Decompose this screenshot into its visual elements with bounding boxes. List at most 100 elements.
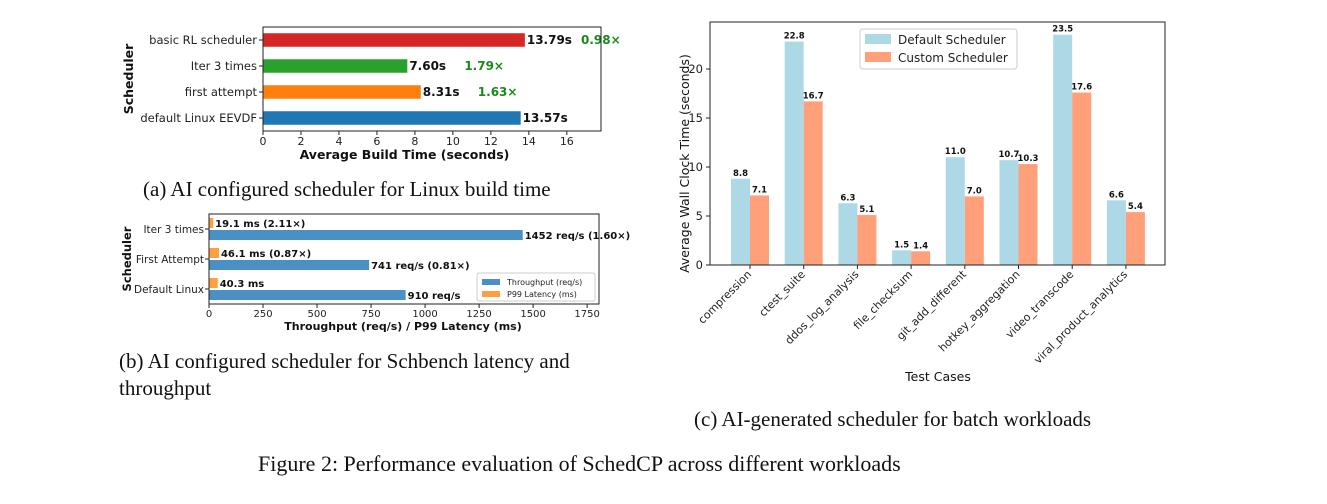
value-label-b-latency-1: 46.1 ms (0.87×) (221, 249, 311, 260)
value-label-c-default-3: 1.5 (894, 240, 909, 250)
legend-b-swatch-0 (482, 279, 500, 285)
value-label-c-default-6: 23.5 (1052, 25, 1073, 35)
value-label-b-throughput-2: 910 req/s (408, 291, 461, 302)
caption-b-line1: (b) AI configured scheduler for Schbench… (119, 349, 570, 373)
value-label-c-default-2: 6.3 (840, 193, 855, 203)
value-label-c-default-5: 10.7 (999, 150, 1020, 160)
plot-frame-b (208, 213, 600, 305)
value-label-c-custom-0: 7.1 (752, 185, 767, 195)
bar-a-3 (263, 111, 521, 125)
bar-c-default-1 (784, 41, 804, 266)
x-axis-label-a: Average Build Time (seconds) (300, 147, 510, 162)
legend-c-frame (859, 28, 1018, 70)
ytick-label-c-1: 5 (696, 209, 703, 223)
value-label-a-3: 13.57s (523, 111, 568, 125)
value-label-a-0: 13.79s (527, 33, 572, 47)
bar-c-default-2 (838, 203, 858, 265)
xtick-label-a-2: 4 (335, 135, 342, 148)
legend-c: Default Scheduler Custom Scheduler (859, 28, 1018, 70)
bar-c-default-0 (731, 178, 750, 265)
bar-a-2 (263, 85, 421, 99)
bar-c-custom-2 (857, 215, 877, 265)
bar-b-throughput-1 (209, 260, 370, 270)
xtick-label-b-4: 1000 (412, 309, 437, 320)
bar-b-throughput-0 (209, 230, 523, 240)
value-label-c-default-0: 8.8 (733, 169, 748, 179)
xtick-label-a-6: 12 (484, 135, 498, 148)
legend-c-label-0: Default Scheduler (898, 33, 1006, 47)
ytick-label-b-0: Iter 3 times (143, 224, 204, 236)
ytick-label-a-2: first attempt (185, 85, 258, 99)
bar-c-default-4 (945, 157, 965, 265)
legend-b-label-1: P99 Latency (ms) (507, 290, 577, 299)
xtick-label-a-3: 6 (373, 135, 380, 148)
xtick-label-b-3: 750 (362, 309, 381, 320)
bar-b-latency-2 (209, 278, 218, 288)
xtick-label-a-0: 0 (260, 135, 267, 148)
legend-b: Throughput (req/s) P99 Latency (ms) (476, 272, 596, 302)
speedup-label-a-2: 1.63× (478, 85, 518, 99)
ytick-label-a-0: basic RL scheduler (149, 33, 257, 47)
bar-c-default-6 (1053, 34, 1073, 266)
bar-c-custom-4 (964, 196, 984, 265)
legend-b-frame (476, 272, 596, 302)
xtick-label-b-7: 1750 (574, 309, 599, 320)
value-label-b-latency-0: 19.1 ms (2.11×) (215, 219, 305, 230)
xtick-label-a-4: 8 (411, 135, 418, 148)
xtick-label-a-8: 16 (560, 135, 574, 148)
xtick-label-c-7: viral_product_analytics (1031, 268, 1130, 367)
value-label-c-custom-4: 7.0 (967, 186, 982, 196)
plot-frame-c (709, 21, 1166, 266)
legend-b-label-0: Throughput (req/s) (506, 278, 582, 287)
y-axis-label-b: Scheduler (120, 226, 134, 291)
ytick-label-a-3: default Linux EEVDF (140, 111, 257, 125)
ytick-label-c-4: 20 (688, 62, 703, 76)
bar-c-default-3 (892, 250, 912, 265)
value-label-c-default-7: 6.6 (1109, 190, 1124, 200)
ytick-label-b-1: First Attempt (136, 254, 204, 266)
x-axis-label-c: Test Cases (904, 369, 971, 384)
value-label-a-1: 7.60s (409, 59, 446, 73)
ytick-label-c-3: 15 (688, 111, 703, 125)
bar-b-latency-1 (209, 248, 219, 258)
value-label-c-custom-3: 1.4 (913, 241, 928, 251)
legend-b-swatch-1 (482, 291, 500, 297)
value-label-c-default-1: 22.8 (784, 32, 805, 42)
xtick-label-a-5: 10 (446, 135, 460, 148)
bar-a-0 (263, 33, 525, 47)
ytick-label-a-1: Iter 3 times (191, 59, 257, 73)
ytick-label-c-2: 10 (688, 160, 703, 174)
bar-c-custom-1 (803, 101, 823, 265)
xtick-label-b-0: 0 (206, 309, 212, 320)
y-axis-label-c: Average Wall Clock Time (seconds) (677, 54, 692, 273)
value-label-c-custom-6: 17.6 (1071, 83, 1092, 93)
xtick-label-b-2: 500 (307, 309, 326, 320)
bar-b-throughput-2 (209, 290, 406, 300)
value-label-a-2: 8.31s (423, 85, 460, 99)
xtick-label-a-1: 2 (297, 135, 304, 148)
legend-c-swatch-1 (865, 52, 891, 62)
ytick-label-b-2: Default Linux (134, 284, 204, 296)
value-label-c-custom-2: 5.1 (859, 205, 874, 215)
legend-c-label-1: Custom Scheduler (898, 51, 1008, 65)
bar-a-1 (263, 59, 408, 73)
value-label-b-throughput-0: 1452 req/s (1.60×) (525, 231, 630, 242)
caption-c: (c) AI-generated scheduler for batch wor… (694, 407, 1092, 431)
value-label-b-throughput-1: 741 req/s (0.81×) (371, 261, 470, 272)
bar-c-default-7 (1106, 200, 1126, 265)
bar-c-custom-7 (1125, 212, 1145, 265)
x-axis-label-b: Throughput (req/s) / P99 Latency (ms) (284, 320, 521, 333)
caption-b-line2: throughput (119, 376, 212, 400)
value-label-b-latency-2: 40.3 ms (220, 279, 265, 290)
xtick-label-c-1: ctest_suite (757, 268, 808, 319)
legend-c-swatch-0 (865, 34, 891, 44)
bar-c-default-5 (999, 160, 1019, 265)
bar-c-custom-5 (1018, 164, 1038, 265)
plot-frame-a (262, 26, 602, 132)
bar-b-latency-0 (209, 218, 214, 228)
bar-c-custom-0 (750, 195, 769, 265)
value-label-c-custom-7: 5.4 (1128, 202, 1143, 212)
